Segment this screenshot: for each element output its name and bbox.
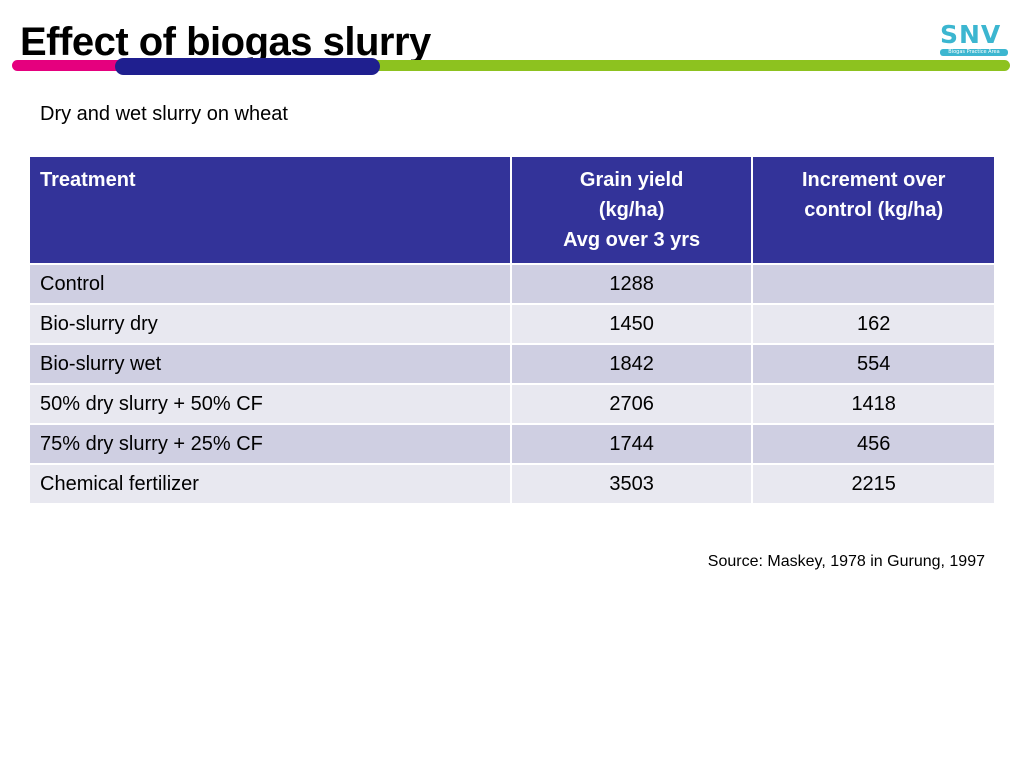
cell-yield: 3503	[509, 463, 754, 505]
decorative-stripes	[12, 58, 1010, 75]
table-row: Chemical fertilizer 3503 2215	[28, 463, 996, 505]
logo-text: SNV	[940, 20, 1002, 49]
cell-increment: 162	[751, 303, 996, 345]
snv-logo: SNV Biogas Practice Area	[940, 22, 1008, 58]
header-grain-yield: Grain yield (kg/ha) Avg over 3 yrs	[509, 155, 754, 265]
cell-increment	[751, 263, 996, 305]
cell-increment: 456	[751, 423, 996, 465]
header-yield-line-3: Avg over 3 yrs	[563, 229, 701, 251]
cell-increment: 2215	[751, 463, 996, 505]
cell-yield: 2706	[509, 383, 754, 425]
cell-increment: 554	[751, 343, 996, 385]
source-citation: Source: Maskey, 1978 in Gurung, 1997	[707, 553, 985, 570]
table-row: 75% dry slurry + 25% CF 1744 456	[28, 423, 996, 465]
header-increment-line-2: control (kg/ha)	[804, 199, 944, 221]
cell-yield: 1450	[509, 303, 754, 345]
cell-yield: 1842	[509, 343, 754, 385]
cell-treatment: Bio-slurry wet	[28, 343, 512, 385]
table-row: Bio-slurry dry 1450 162	[28, 303, 996, 345]
cell-treatment: Chemical fertilizer	[28, 463, 512, 505]
stripe-green	[280, 60, 1010, 71]
results-table: Treatment Grain yield (kg/ha) Avg over 3…	[28, 155, 996, 505]
cell-yield: 1744	[509, 423, 754, 465]
slide-subtitle: Dry and wet slurry on wheat	[40, 103, 288, 125]
header-increment: Increment over control (kg/ha)	[751, 155, 996, 265]
cell-yield: 1288	[509, 263, 754, 305]
table-row: Control 1288	[28, 263, 996, 305]
cell-treatment: Control	[28, 263, 512, 305]
slide-title: Effect of biogas slurry	[20, 20, 431, 64]
cell-treatment: 50% dry slurry + 50% CF	[28, 383, 512, 425]
cell-treatment: 75% dry slurry + 25% CF	[28, 423, 512, 465]
table-row: Bio-slurry wet 1842 554	[28, 343, 996, 385]
header-treatment-label: Treatment	[40, 169, 136, 191]
header-treatment: Treatment	[28, 155, 512, 265]
cell-increment: 1418	[751, 383, 996, 425]
table-row: 50% dry slurry + 50% CF 2706 1418	[28, 383, 996, 425]
stripe-navy	[115, 58, 380, 75]
header-yield-line-2: (kg/ha)	[598, 199, 665, 221]
header-increment-line-1: Increment over	[801, 169, 946, 191]
logo-tagline: Biogas Practice Area	[940, 49, 1008, 56]
header-yield-line-1: Grain yield	[579, 169, 684, 191]
table-header-row: Treatment Grain yield (kg/ha) Avg over 3…	[28, 155, 996, 265]
cell-treatment: Bio-slurry dry	[28, 303, 512, 345]
